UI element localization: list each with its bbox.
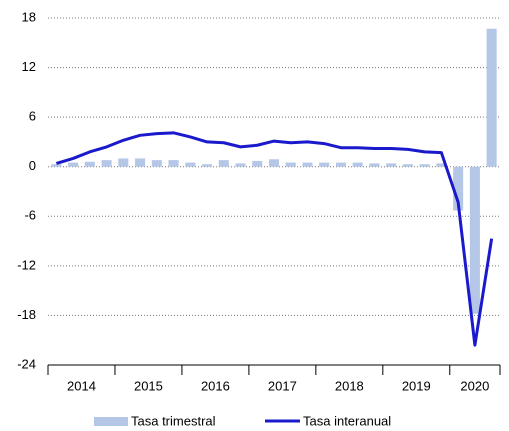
y-tick-label: -24: [17, 356, 36, 371]
bar: [202, 164, 213, 167]
bar: [369, 163, 380, 167]
bar: [185, 162, 196, 167]
y-tick-label: 6: [29, 109, 36, 124]
bar: [268, 159, 280, 167]
line: [55, 131, 494, 347]
bar: [135, 158, 146, 167]
legend-swatch: [94, 417, 128, 426]
bar: [252, 160, 263, 167]
y-tick-label: -12: [17, 257, 36, 272]
bar: [84, 161, 95, 167]
legend-label: Tasa trimestral: [131, 413, 216, 428]
y-tick-label: -6: [24, 208, 36, 223]
bar: [352, 162, 363, 167]
bar: [51, 164, 62, 167]
y-tick-label: -18: [17, 307, 36, 322]
x-tick-label: 2019: [402, 378, 431, 393]
x-tick-label: 2016: [201, 378, 230, 393]
bar: [302, 162, 313, 167]
y-tick-label: 12: [22, 59, 36, 74]
bar: [319, 162, 330, 167]
bar: [118, 158, 129, 167]
bar: [386, 163, 397, 167]
bar: [335, 162, 346, 167]
bar: [218, 160, 229, 167]
bar: [168, 160, 179, 167]
bar: [419, 164, 430, 167]
bar: [235, 163, 246, 167]
bar: [486, 28, 497, 167]
bar: [436, 163, 447, 167]
bar: [285, 162, 296, 167]
legend-label: Tasa interanual: [303, 413, 391, 428]
bar: [101, 160, 112, 167]
bar: [151, 160, 162, 167]
bar: [402, 164, 413, 167]
x-tick-label: 2014: [67, 378, 96, 393]
bar: [469, 166, 480, 314]
y-tick-label: 0: [29, 158, 36, 173]
x-tick-label: 2015: [134, 378, 163, 393]
y-tick-label: 18: [22, 9, 36, 24]
bar: [68, 162, 79, 167]
x-tick-label: 2018: [335, 378, 364, 393]
bar: [453, 166, 464, 211]
x-tick-label: 2017: [268, 378, 297, 393]
x-tick-label: 2020: [460, 378, 489, 393]
